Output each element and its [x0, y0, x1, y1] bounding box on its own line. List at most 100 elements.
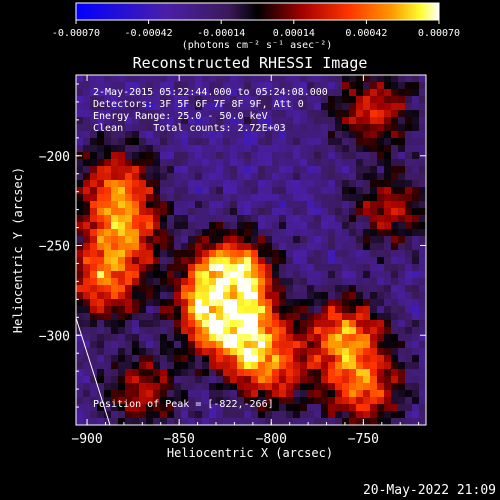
heatmap-cell: [160, 292, 168, 300]
heatmap-cell: [279, 285, 287, 293]
heatmap-cell: [265, 159, 273, 167]
heatmap-cell: [391, 131, 399, 139]
heatmap-cell: [279, 145, 287, 153]
heatmap-cell: [230, 348, 238, 356]
heatmap-cell: [307, 411, 315, 419]
heatmap-cell: [223, 348, 231, 356]
heatmap-cell: [251, 250, 259, 258]
heatmap-cell: [209, 369, 217, 377]
heatmap-cell: [83, 236, 91, 244]
heatmap-cell: [412, 334, 420, 342]
heatmap-cell: [314, 390, 322, 398]
heatmap-cell: [97, 229, 105, 237]
heatmap-cell: [160, 103, 168, 111]
heatmap-cell: [125, 222, 133, 230]
heatmap-cell: [167, 397, 175, 405]
heatmap-cell: [314, 257, 322, 265]
heatmap-cell: [279, 327, 287, 335]
heatmap-cell: [90, 75, 98, 83]
heatmap-cell: [391, 145, 399, 153]
heatmap-cell: [349, 201, 357, 209]
heatmap-cell: [342, 355, 350, 363]
heatmap-cell: [314, 124, 322, 132]
heatmap-cell: [223, 369, 231, 377]
heatmap-cell: [342, 313, 350, 321]
heatmap-cell: [174, 145, 182, 153]
heatmap-cell: [251, 299, 259, 307]
heatmap-cell: [153, 292, 161, 300]
heatmap-cell: [76, 96, 84, 104]
heatmap-cell: [202, 397, 210, 405]
heatmap-cell: [237, 187, 245, 195]
heatmap-cell: [419, 334, 426, 342]
heatmap-cell: [342, 145, 350, 153]
heatmap-cell: [321, 215, 329, 223]
heatmap-cell: [223, 208, 231, 216]
heatmap-cell: [202, 278, 210, 286]
heatmap-cell: [335, 194, 343, 202]
heatmap-cell: [174, 243, 182, 251]
heatmap-cell: [146, 264, 154, 272]
heatmap-cell: [279, 124, 287, 132]
heatmap-cell: [174, 257, 182, 265]
heatmap-cell: [125, 166, 133, 174]
heatmap-cell: [356, 236, 364, 244]
heatmap-cell: [391, 264, 399, 272]
heatmap-cell: [195, 299, 203, 307]
heatmap-cell: [251, 383, 259, 391]
heatmap-cell: [279, 264, 287, 272]
heatmap-cell: [412, 320, 420, 328]
heatmap-cell: [132, 341, 140, 349]
heatmap-cell: [209, 145, 217, 153]
heatmap-cell: [223, 320, 231, 328]
heatmap-cell: [83, 89, 91, 97]
heatmap-cell: [76, 208, 84, 216]
heatmap-cell: [202, 117, 210, 125]
heatmap-cell: [391, 96, 399, 104]
heatmap-cell: [244, 292, 252, 300]
heatmap-cell: [244, 355, 252, 363]
heatmap-cell: [349, 362, 357, 370]
heatmap-cell: [125, 173, 133, 181]
heatmap-cell: [237, 306, 245, 314]
heatmap-cell: [209, 264, 217, 272]
heatmap-cell: [321, 201, 329, 209]
heatmap-cell: [132, 229, 140, 237]
heatmap-cell: [405, 152, 413, 160]
heatmap-cell: [251, 215, 259, 223]
heatmap-cell: [384, 376, 392, 384]
heatmap-cell: [398, 229, 406, 237]
heatmap-cell: [167, 292, 175, 300]
heatmap-cell: [286, 285, 294, 293]
heatmap-cell: [342, 117, 350, 125]
heatmap-cell: [272, 250, 280, 258]
heatmap-cell: [132, 369, 140, 377]
heatmap-cell: [111, 397, 119, 405]
heatmap-cell: [139, 236, 147, 244]
heatmap-cell: [307, 390, 315, 398]
heatmap-cell: [398, 278, 406, 286]
heatmap-cell: [216, 369, 224, 377]
heatmap-cell: [188, 271, 196, 279]
heatmap-cell: [118, 152, 126, 160]
heatmap-cell: [202, 138, 210, 146]
heatmap-cell: [153, 110, 161, 118]
heatmap-cell: [195, 341, 203, 349]
heatmap-cell: [97, 264, 105, 272]
heatmap-cell: [97, 103, 105, 111]
heatmap-cell: [118, 138, 126, 146]
heatmap-cell: [335, 285, 343, 293]
heatmap-cell: [83, 292, 91, 300]
heatmap-cell: [363, 299, 371, 307]
heatmap-cell: [83, 376, 91, 384]
heatmap-cell: [139, 215, 147, 223]
heatmap-cell: [181, 299, 189, 307]
heatmap-cell: [377, 257, 385, 265]
heatmap-cell: [314, 285, 322, 293]
heatmap-cell: [286, 278, 294, 286]
heatmap-cell: [398, 355, 406, 363]
heatmap-cell: [174, 376, 182, 384]
heatmap-cell: [188, 208, 196, 216]
heatmap-cell: [384, 222, 392, 230]
heatmap-cell: [405, 362, 413, 370]
